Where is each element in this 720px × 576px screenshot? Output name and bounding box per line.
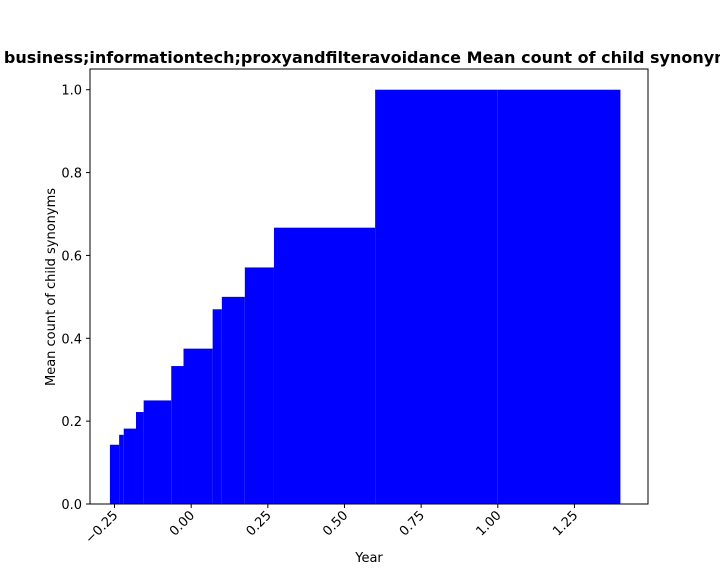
x-tick-label: 1.00 — [474, 508, 505, 539]
bars — [109, 89, 621, 504]
y-axis-ticks: 0.0 0.2 0.4 0.6 0.8 1.0 — [61, 84, 90, 513]
x-tick-label: 0.75 — [397, 508, 428, 539]
y-tick-label: 0.0 — [61, 498, 82, 513]
x-tick-label: 0.00 — [167, 508, 198, 539]
bar-10 — [123, 428, 136, 504]
y-tick-label: 0.4 — [61, 332, 82, 347]
bar-4 — [221, 296, 245, 504]
bar-8 — [143, 400, 172, 504]
x-tick-label: 1.25 — [550, 508, 581, 539]
x-axis-label: Year — [354, 551, 383, 566]
bar-3 — [244, 267, 274, 504]
y-tick-label: 0.2 — [61, 415, 82, 430]
plot-frame — [89, 68, 649, 505]
bar-1 — [375, 89, 498, 504]
bar-5 — [212, 309, 222, 504]
y-tick-label: 1.0 — [61, 84, 82, 99]
bar-2 — [273, 227, 376, 504]
chart-title: to business;informationtech;proxyandfilt… — [0, 48, 720, 67]
bar-6 — [183, 348, 213, 504]
bar-12 — [109, 444, 120, 504]
x-tick-label: −0.25 — [83, 508, 122, 547]
bar-9 — [135, 412, 144, 504]
bar-11 — [119, 434, 124, 504]
x-tick-label: 0.50 — [320, 508, 351, 539]
y-tick-label: 0.6 — [61, 249, 82, 264]
bar-0 — [497, 89, 621, 504]
x-tick-label: 0.25 — [244, 508, 275, 539]
y-tick-label: 0.8 — [61, 167, 82, 182]
bar-7 — [171, 366, 184, 504]
x-axis-ticks: −0.25 0.00 0.25 0.50 0.75 1.00 1.25 — [83, 504, 581, 547]
y-axis-label: Mean count of child synonyms — [44, 188, 59, 386]
